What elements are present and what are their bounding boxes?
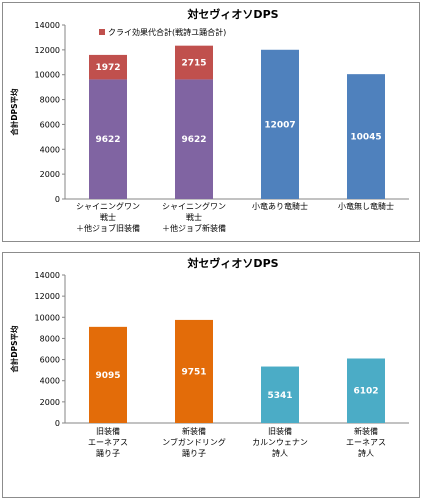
chart-2-svg: 対セヴィオソDPS 合計DPS平均 0 2000 4000 6000 8000 10000 12… [9, 256, 409, 458]
chart-1-category-label: 戦士 [186, 212, 202, 222]
chart-2-category-label: 新装備 [354, 426, 378, 436]
chart-panel-1: 対セヴィオソDPS 合計DPS平均 0 2000 4000 6000 8000 10000 12… [2, 2, 420, 242]
chart-2-bar [261, 366, 299, 423]
chart-2-y-tick-label: 10000 [35, 313, 60, 322]
chart-1-bar [175, 79, 213, 199]
chart-2-y-tick-label: 4000 [40, 377, 60, 386]
chart-1-bar [261, 49, 299, 199]
chart-2-bar [347, 358, 385, 423]
chart-1-category-label: シャイニングワン [162, 201, 226, 211]
chart-1-legend-label: クライ効果代合計(戦詩ユ踊合計) [108, 27, 226, 37]
chart-2-category-label: エーネアス [88, 438, 128, 447]
chart-1-y-tick-label: 14000 [35, 21, 60, 30]
chart-1-data-label: 10045 [350, 133, 381, 143]
chart-1-y-tick-label: 8000 [40, 96, 60, 105]
chart-1-y-tick-label: 10000 [35, 71, 60, 80]
chart-panel-2: 対セヴィオソDPS 合計DPS平均 0 2000 4000 6000 8000 10000 12… [2, 252, 420, 498]
chart-2-bar [175, 319, 213, 423]
chart-2-data-label: 6102 [353, 387, 378, 397]
chart-2-y-tick-label: 0 [55, 419, 60, 428]
chart-1-y-tick-label: 4000 [40, 145, 60, 154]
chart-1-y-tick-label: 12000 [35, 46, 60, 55]
chart-1-category-label: 小竜あり竜騎士 [252, 201, 308, 211]
chart-2-category-label: エーネアス [346, 438, 386, 447]
chart-1-category-label: ＋他ジョブ旧装備 [76, 223, 140, 233]
chart-1-bar [89, 79, 127, 199]
chart-2-data-label: 5341 [267, 391, 292, 401]
chart-2-y-tick-label: 2000 [40, 398, 60, 407]
chart-1-category-label: 戦士 [100, 212, 116, 222]
chart-2-category-label: 詩人 [358, 448, 374, 458]
chart-2-ylabel: 合計DPS平均 [9, 325, 19, 373]
chart-2-y-tick-label: 12000 [35, 292, 60, 301]
chart-2-data-label: 9751 [181, 367, 206, 377]
chart-2-y-tick-label: 8000 [40, 334, 60, 343]
chart-2-category-label: カルンウェナン [252, 438, 308, 447]
chart-1-data-label: 1972 [95, 63, 120, 73]
chart-2-category-label: 旧装備 [96, 426, 120, 436]
chart-1-title: 対セヴィオソDPS [186, 7, 278, 21]
chart-1-bar [175, 45, 213, 80]
chart-1-data-label: 9622 [95, 135, 120, 145]
chart-1-bar [347, 74, 385, 199]
chart-2-category-label: 旧装備 [268, 426, 292, 436]
chart-1-category-label: シャイニングワン [76, 201, 140, 211]
chart-1-y-tick-label: 0 [55, 195, 60, 204]
chart-2-y-tick-label: 6000 [40, 356, 60, 365]
chart-2-category-label: 踊り子 [182, 449, 206, 458]
chart-2-category-label: 踊り子 [96, 449, 120, 458]
chart-1-data-label: 9622 [181, 135, 206, 145]
chart-2-category-label: 新装備 [182, 426, 206, 436]
chart-2-bar [89, 326, 127, 423]
chart-2-y-tick-label: 14000 [35, 271, 60, 280]
chart-2-data-label: 9095 [95, 371, 120, 381]
chart-1-data-label: 2715 [181, 59, 206, 69]
chart-1-ylabel: 合計DPS平均 [9, 88, 19, 136]
chart-2-title: 対セヴィオソDPS [186, 256, 278, 270]
chart-1-legend-swatch [99, 29, 105, 35]
chart-1-data-label: 12007 [264, 120, 295, 130]
chart-1-svg: 対セヴィオソDPS 合計DPS平均 0 2000 4000 6000 8000 10000 12… [9, 7, 409, 233]
chart-1-y-tick-label: 2000 [40, 170, 60, 179]
chart-2-category-label: 詩人 [272, 448, 288, 458]
chart-2-category-label: ンブガンドリング [162, 437, 226, 447]
chart-1-y-tick-label: 6000 [40, 120, 60, 129]
chart-1-category-label: 小竜無し竜騎士 [338, 201, 394, 211]
chart-1-bar [89, 54, 127, 80]
chart-1-category-label: ＋他ジョブ新装備 [162, 223, 226, 233]
